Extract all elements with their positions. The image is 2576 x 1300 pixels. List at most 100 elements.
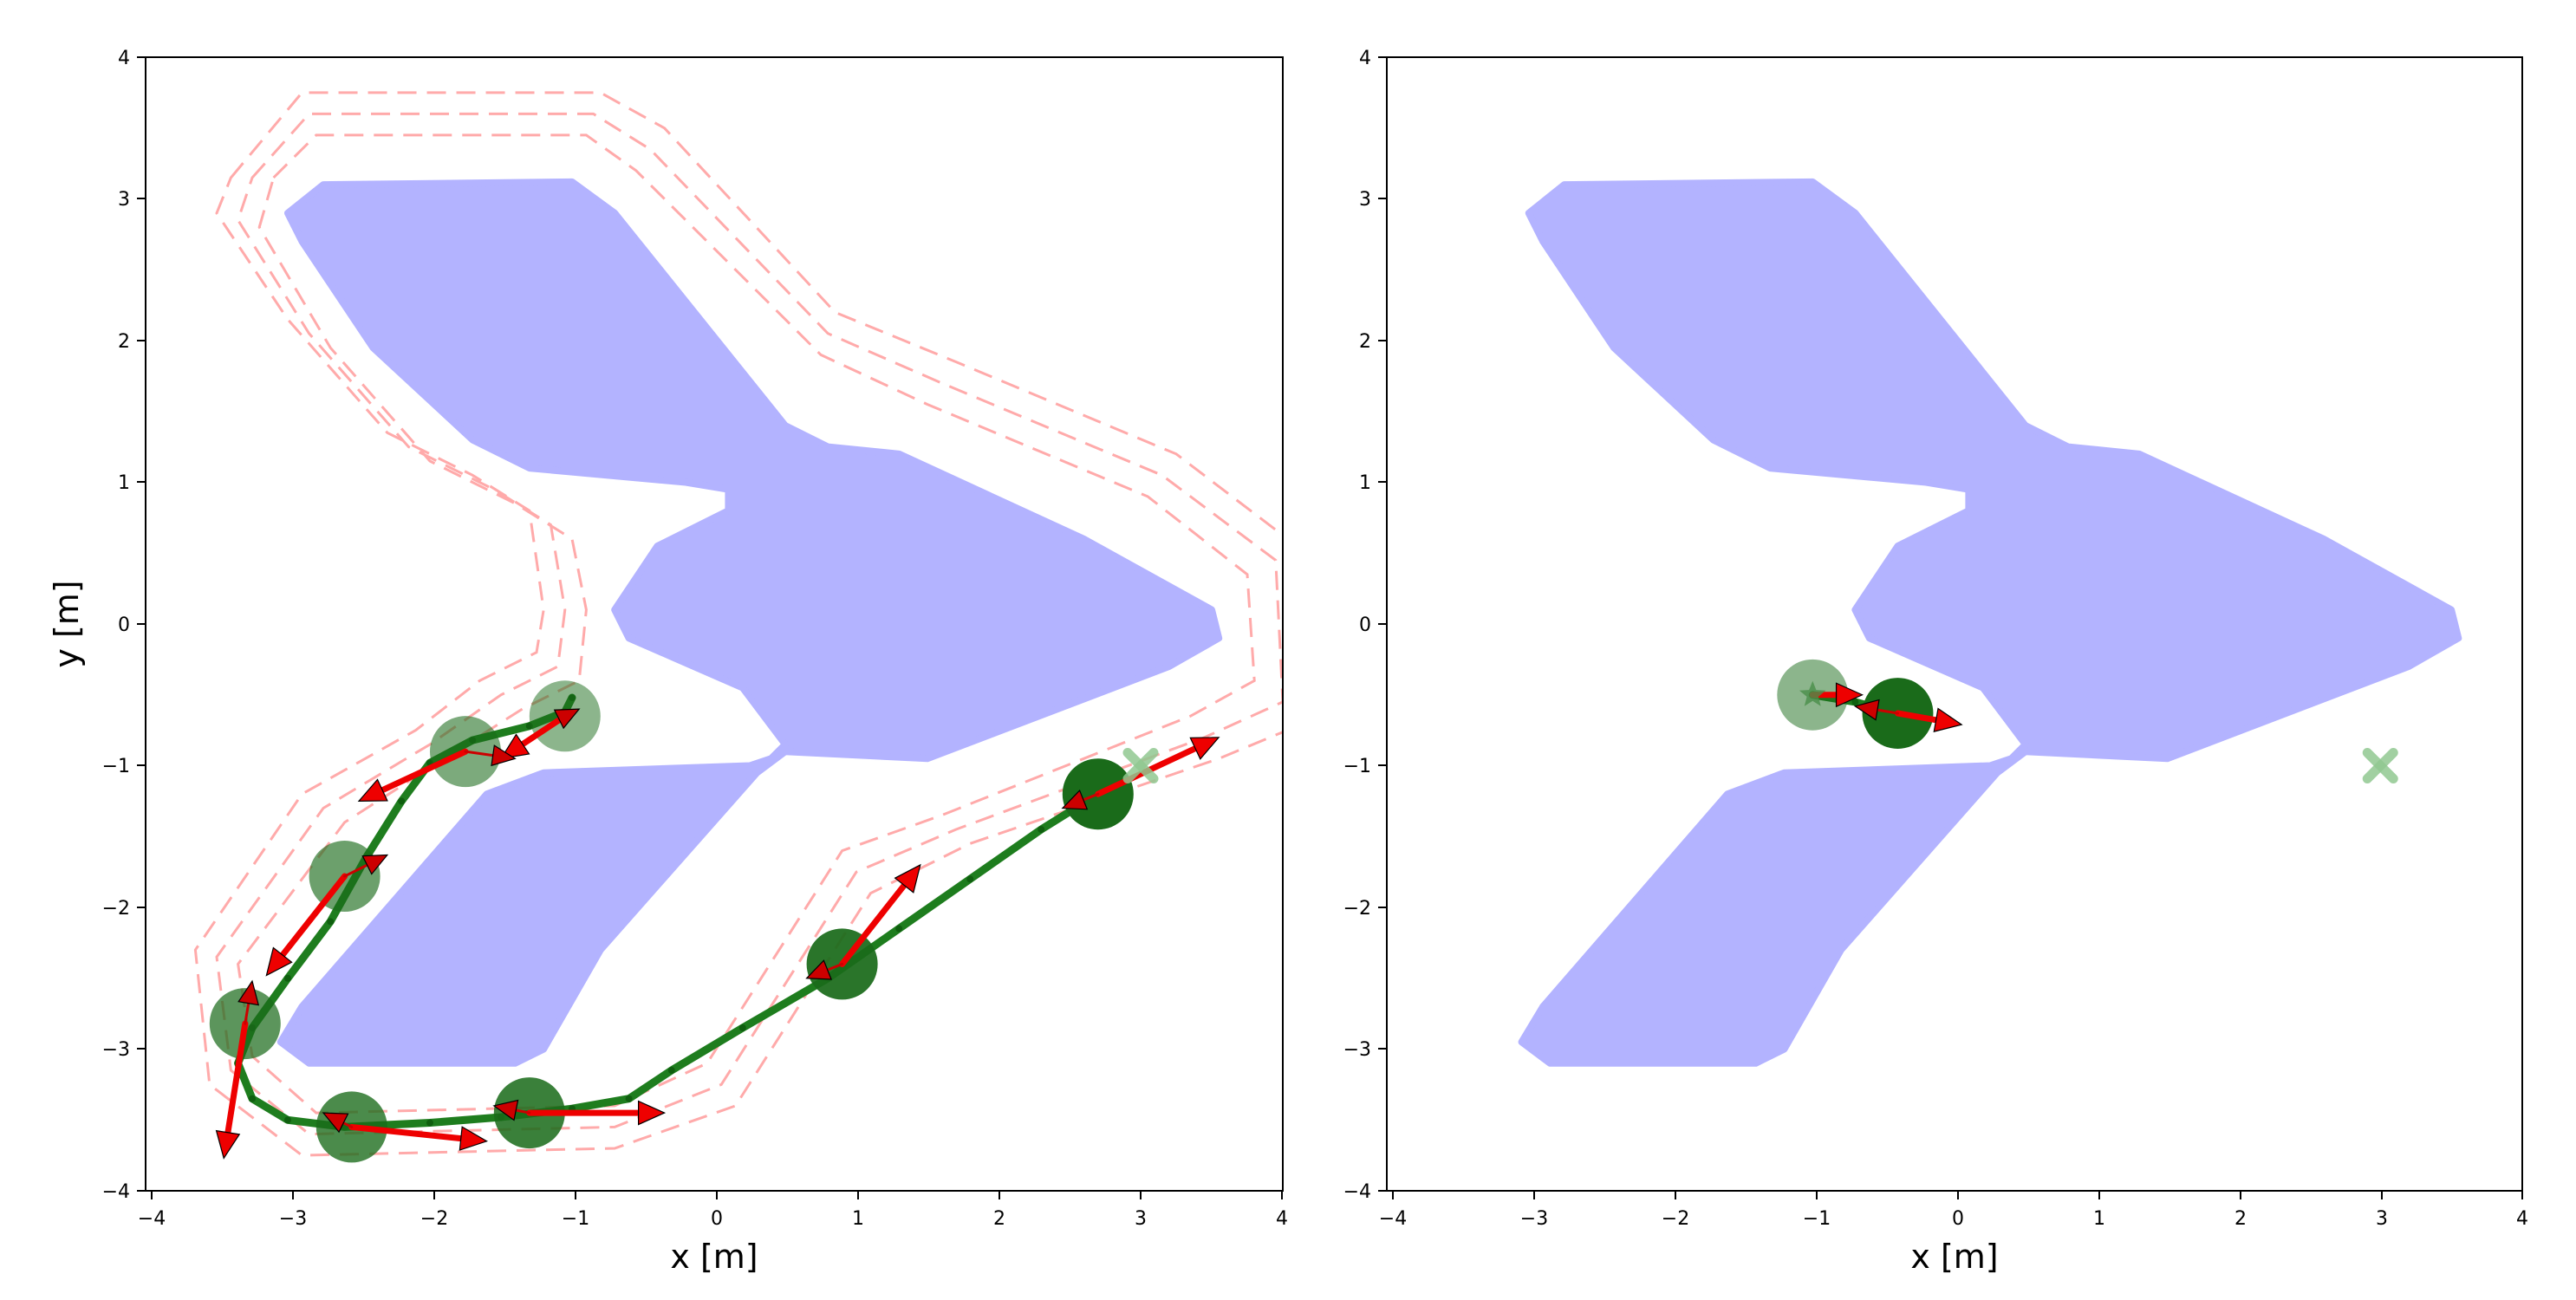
y-tick-label-left-5: −1: [102, 756, 130, 777]
control-arrow-left-3-shaft: [244, 1002, 250, 1025]
y-tick-right-0: 4: [1359, 48, 1387, 69]
y-tick-left-3: 1: [118, 472, 146, 494]
x-tick-label-right-6: 2: [2234, 1208, 2247, 1230]
y-tick-right-2: 2: [1359, 331, 1387, 353]
velocity-arrow-left-1-shaft: [379, 748, 469, 794]
goal-marker-left: [1122, 748, 1159, 783]
x-tick-label-left-5: 1: [852, 1208, 864, 1230]
x-tick-label-left-4: 0: [711, 1208, 723, 1230]
x-tick-label-left-8: 4: [1276, 1208, 1288, 1230]
robots-right: [1777, 659, 1963, 749]
x-tick-right-1: −3: [1520, 1191, 1548, 1230]
velocity-arrow-right-1-head: [1933, 707, 1963, 732]
x-tick-right-3: −1: [1803, 1191, 1831, 1230]
control-arrow-left-1-head: [491, 744, 517, 767]
velocity-arrow-left-4-head: [459, 1126, 489, 1151]
y-tick-left-0: 4: [118, 48, 146, 69]
velocity-arrow-right-1-shaft: [1895, 710, 1940, 724]
x-tick-left-3: −1: [562, 1191, 589, 1230]
y-tick-left-2: 2: [118, 331, 146, 353]
x-tick-label-left-0: −4: [138, 1208, 166, 1230]
x-tick-left-7: 3: [1135, 1191, 1147, 1230]
y-tick-right-6: −2: [1343, 898, 1387, 920]
trajectory-point-left-8: [284, 974, 291, 982]
y-tick-label-right-4: 0: [1359, 614, 1371, 636]
control-arrow-left-5-head: [492, 1099, 519, 1121]
velocity-arrow-left-1-head: [357, 778, 388, 802]
plot-area-right: [1518, 178, 2462, 1067]
control-arrow-left-7-shaft: [1082, 792, 1100, 802]
y-tick-label-right-8: −4: [1343, 1181, 1371, 1203]
x-tick-label-right-7: 3: [2376, 1208, 2388, 1230]
obstacle-right: [1518, 178, 2462, 1067]
control-arrow-left-6-head: [805, 959, 832, 980]
y-tick-label-left-4: 0: [118, 614, 130, 636]
x-tick-label-left-7: 3: [1135, 1208, 1147, 1230]
y-tick-left-1: 3: [118, 189, 146, 211]
control-arrow-left-6-shaft: [826, 962, 844, 972]
y-tick-right-5: −1: [1343, 756, 1387, 777]
y-tick-label-right-7: −3: [1343, 1039, 1371, 1061]
y-tick-right-4: 0: [1359, 614, 1387, 636]
safety-boundary-left-0: [237, 133, 1256, 1115]
velocity-arrow-left-3-shaft: [224, 1020, 249, 1136]
x-axis-label-right: x [m]: [1910, 1238, 1998, 1276]
velocity-arrow-left-6-head: [894, 863, 921, 894]
y-tick-label-right-1: 3: [1359, 189, 1371, 211]
y-tick-label-left-3: 1: [118, 472, 130, 494]
y-tick-label-right-6: −2: [1343, 898, 1371, 920]
y-tick-left-6: −2: [102, 898, 146, 920]
x-tick-left-2: −2: [420, 1191, 448, 1230]
x-tick-label-left-1: −3: [279, 1208, 307, 1230]
x-tick-label-left-2: −2: [420, 1208, 448, 1230]
obstacles-right: [1518, 178, 2462, 1067]
x-tick-right-0: −4: [1379, 1191, 1407, 1230]
x-tick-left-4: 0: [711, 1191, 723, 1230]
trajectory-point-right-1: [1851, 698, 1859, 705]
velocity-arrow-left-6-shaft: [839, 882, 907, 967]
y-tick-label-left-7: −3: [102, 1039, 130, 1061]
control-arrow-left-4-head: [322, 1112, 349, 1134]
trajectory-point-left-18: [667, 1067, 675, 1075]
y-tick-left-5: −1: [102, 756, 146, 777]
control-arrow-right-1-head: [1853, 699, 1880, 721]
chart-left: −4 −3 −2 −1 0 1 2 3 4 4 3 2 1 0 −1 −2 −3…: [48, 48, 1288, 1276]
trajectory-point-left-17: [625, 1095, 633, 1102]
x-tick-left-8: 4: [1276, 1191, 1288, 1230]
x-tick-label-right-2: −2: [1662, 1208, 1689, 1230]
control-arrow-left-7-head: [1061, 789, 1089, 810]
velocity-arrow-left-2-shaft: [279, 873, 348, 959]
x-tick-right-7: 3: [2376, 1191, 2388, 1230]
x-tick-left-6: 2: [993, 1191, 1005, 1230]
robots-left: [209, 680, 1220, 1163]
control-arrow-left-3-head: [237, 979, 260, 1006]
y-tick-label-left-2: 2: [118, 331, 130, 353]
x-tick-label-left-3: −1: [562, 1208, 589, 1230]
velocity-arrow-left-5-head: [637, 1100, 667, 1126]
goal-stroke-b-right: [2362, 748, 2398, 783]
y-tick-label-left-8: −4: [102, 1181, 130, 1203]
y-tick-label-left-0: 4: [118, 48, 130, 69]
y-ticks-right: 4 3 2 1 0 −1 −2 −3 −4: [1343, 48, 1387, 1203]
trajectory-point-left-19: [738, 1024, 746, 1031]
velocity-arrow-left-4-shaft: [348, 1123, 465, 1142]
velocity-arrow-right-0-head: [1835, 682, 1864, 708]
trajectory-point-left-23: [1038, 826, 1045, 834]
trajectory-point-left-11: [249, 1095, 256, 1102]
trajectory-point-left-12: [284, 1116, 291, 1124]
x-tick-label-right-8: 4: [2516, 1208, 2528, 1230]
y-tick-label-right-0: 4: [1359, 48, 1371, 69]
control-arrow-right-1-shaft: [1876, 708, 1899, 715]
x-axis-label-left: x [m]: [670, 1238, 758, 1276]
x-tick-left-0: −4: [138, 1191, 166, 1230]
x-tick-label-left-6: 2: [993, 1208, 1005, 1230]
boundaries-left: [193, 91, 1283, 1157]
y-tick-label-right-3: 1: [1359, 472, 1371, 494]
control-arrow-left-2-shaft: [343, 863, 369, 878]
safety-boundary-left-2: [193, 91, 1283, 1157]
goal-marker-right: [2362, 748, 2398, 783]
velocity-arrow-left-7-head: [1189, 737, 1220, 760]
trajectory-point-left-14: [426, 1119, 433, 1127]
y-tick-label-left-6: −2: [102, 898, 130, 920]
